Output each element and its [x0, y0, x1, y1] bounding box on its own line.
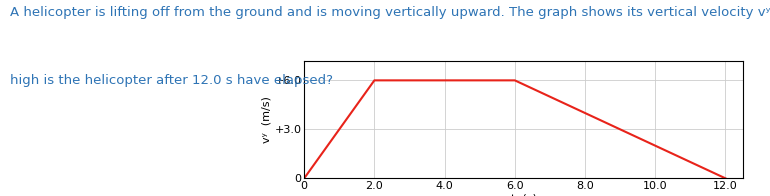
Text: high is the helicopter after 12.0 s have elapsed?: high is the helicopter after 12.0 s have…	[10, 74, 333, 87]
Text: A helicopter is lifting off from the ground and is moving vertically upward. The: A helicopter is lifting off from the gro…	[10, 6, 770, 19]
X-axis label: t  (s): t (s)	[511, 194, 537, 196]
Y-axis label: vʸ  (m/s): vʸ (m/s)	[262, 96, 272, 143]
